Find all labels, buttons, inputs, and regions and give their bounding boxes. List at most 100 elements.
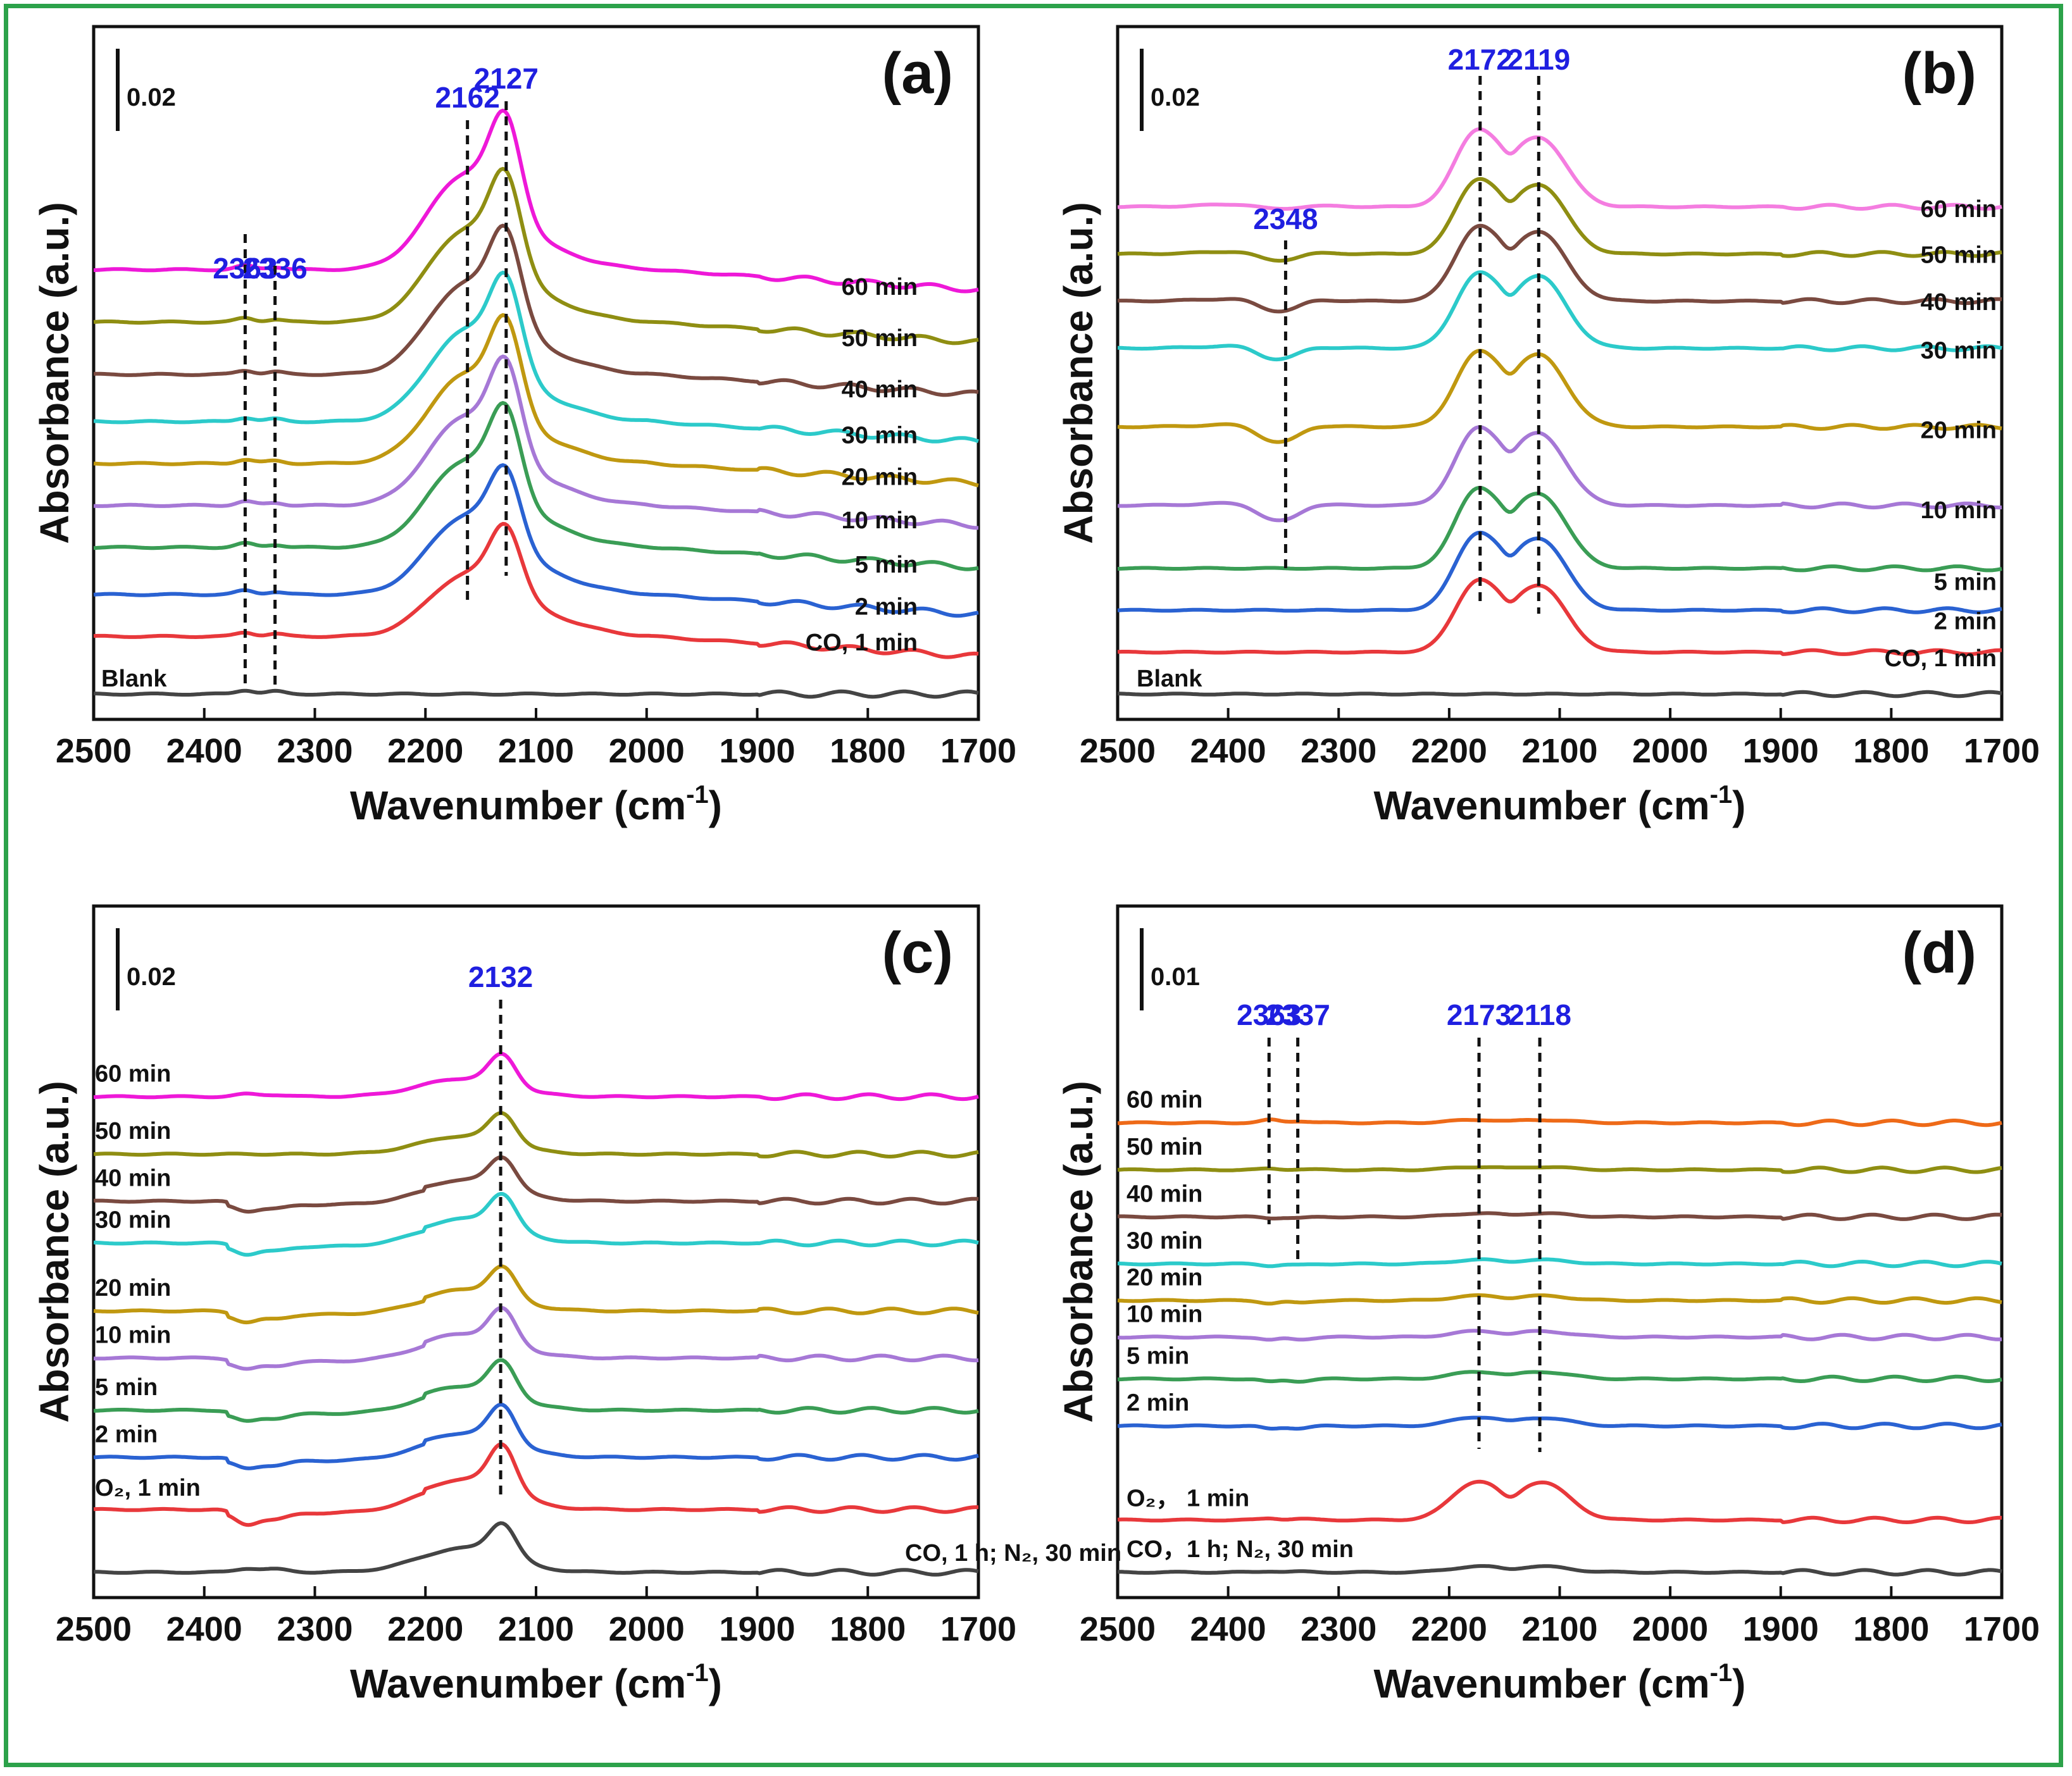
trace-label-4: 10 min — [95, 1322, 171, 1348]
series-line-0 — [93, 688, 979, 699]
panel-label: (c) — [882, 921, 953, 985]
x-tick-label: 2500 — [56, 1610, 132, 1648]
series-line-5 — [93, 313, 979, 488]
series-line-8 — [1117, 177, 2002, 263]
trace-label-5: 20 min — [842, 464, 918, 491]
x-tick-label: 2500 — [56, 732, 132, 770]
trace-label-8: 50 min — [842, 325, 918, 352]
chart-panel-2: 2500 2400 2300 2200 2100 2000 1900 1800 1700 Wave… — [32, 904, 1121, 1706]
series-line-0 — [1117, 690, 2002, 699]
series-line-6 — [1117, 1257, 2002, 1269]
series-line-8 — [1117, 1165, 2002, 1174]
trace-label-1: CO, 1 min — [1885, 645, 1997, 672]
trace-label-9: 60 min — [1126, 1087, 1202, 1114]
scale-bar-label: 0.02 — [127, 963, 176, 991]
x-tick-label: 2200 — [1411, 732, 1487, 770]
series-line-9 — [1117, 1117, 2002, 1127]
scale-bar-label: 0.01 — [1151, 963, 1200, 991]
peak-label-1: 2336 — [242, 252, 307, 285]
series-line-5 — [1117, 349, 2002, 444]
x-tick-label: 1700 — [940, 1610, 1016, 1648]
x-tick-label: 2400 — [166, 732, 242, 770]
trace-label-6: 30 min — [842, 422, 918, 449]
y-axis-title: Absorbance (a.u.) — [1056, 202, 1101, 544]
peak-label-1: 2172 — [1448, 43, 1513, 76]
trace-label-8: 50 min — [1921, 242, 1997, 268]
trace-label-2: 2 min — [95, 1421, 158, 1448]
trace-label-0: CO, 1 h; N₂, 30 min — [905, 1540, 1121, 1567]
trace-label-7: 40 min — [842, 376, 918, 403]
x-tick-label: 1800 — [1853, 732, 1929, 770]
series-line-9 — [93, 1052, 979, 1102]
y-axis-title: Absorbance (a.u.) — [32, 1081, 77, 1423]
x-tick-label: 1700 — [1964, 1610, 2040, 1648]
trace-label-9: 60 min — [1921, 196, 1997, 223]
trace-label-4: 10 min — [1921, 497, 1997, 524]
chart-panel-1: 2500 2400 2300 2200 2100 2000 1900 1800 1700 Wave… — [1056, 25, 2040, 828]
series-line-9 — [93, 108, 979, 294]
peak-label-3: 2118 — [1508, 998, 1571, 1031]
series-line-8 — [93, 166, 979, 345]
x-tick-label: 2000 — [609, 1610, 685, 1648]
series-line-6 — [93, 1191, 979, 1257]
peak-label-1: 2337 — [1265, 998, 1330, 1031]
peak-label-2: 2119 — [1507, 43, 1570, 76]
series-line-6 — [1117, 270, 2002, 362]
trace-label-1: O₂， 1 min — [1126, 1485, 1249, 1512]
x-tick-label: 1900 — [1743, 732, 1819, 770]
peak-label-0: 2348 — [1253, 202, 1318, 235]
x-tick-label: 1800 — [830, 732, 906, 770]
x-tick-label: 2100 — [1521, 732, 1597, 770]
series-line-3 — [1117, 485, 2002, 573]
series-line-3 — [1117, 1370, 2002, 1384]
trace-label-5: 20 min — [1126, 1264, 1202, 1291]
trace-label-4: 10 min — [1126, 1301, 1202, 1327]
series-line-1 — [93, 521, 979, 659]
x-tick-label: 2400 — [1190, 732, 1266, 770]
x-tick-label: 1700 — [940, 732, 1016, 770]
x-tick-label: 1800 — [830, 1610, 906, 1648]
trace-label-3: 5 min — [1126, 1343, 1189, 1369]
trace-label-7: 40 min — [1921, 289, 1997, 316]
trace-label-2: 2 min — [1934, 609, 1997, 635]
trace-label-0: Blank — [1137, 666, 1202, 692]
trace-label-5: 20 min — [95, 1275, 171, 1301]
series-line-2 — [1117, 530, 2002, 614]
series-line-7 — [1117, 1211, 2002, 1221]
x-tick-label: 1900 — [1743, 1610, 1819, 1648]
x-tick-label: 2300 — [1301, 1610, 1376, 1648]
x-tick-label: 2200 — [387, 732, 463, 770]
x-tick-label: 2400 — [1190, 1610, 1266, 1648]
series-line-0 — [93, 1521, 979, 1577]
series-line-1 — [1117, 578, 2002, 656]
trace-label-0: CO，1 h; N₂, 30 min — [1126, 1536, 1354, 1563]
trace-label-2: 2 min — [1126, 1390, 1189, 1417]
series-line-7 — [1117, 223, 2002, 314]
scale-bar-label: 0.02 — [1151, 84, 1200, 111]
series-line-8 — [93, 1111, 979, 1158]
trace-label-9: 60 min — [842, 274, 918, 301]
trace-label-7: 40 min — [95, 1165, 171, 1192]
trace-label-1: O₂, 1 min — [95, 1475, 201, 1501]
series-line-5 — [1117, 1293, 2002, 1306]
trace-label-6: 30 min — [1126, 1228, 1202, 1255]
x-tick-label: 2000 — [1632, 732, 1708, 770]
trace-label-3: 5 min — [95, 1374, 158, 1401]
series-line-3 — [93, 401, 979, 571]
x-axis-title: Wavenumber (cm-1) — [1374, 1659, 1746, 1706]
series-line-2 — [93, 1402, 979, 1470]
series-line-1 — [1117, 1479, 2002, 1524]
x-tick-label: 2000 — [609, 732, 685, 770]
trace-label-8: 50 min — [95, 1118, 171, 1145]
peak-label-2: 2173 — [1447, 998, 1511, 1031]
panel-label: (a) — [882, 41, 953, 106]
x-axis-title: Wavenumber (cm-1) — [1374, 781, 1746, 828]
series-line-4 — [93, 354, 979, 530]
x-tick-label: 2200 — [387, 1610, 463, 1648]
peak-label-2: 2162 — [435, 81, 499, 114]
trace-label-5: 20 min — [1921, 418, 1997, 444]
x-tick-label: 2100 — [498, 1610, 574, 1648]
x-tick-label: 1800 — [1853, 1610, 1929, 1648]
panel-label: (b) — [1902, 41, 1976, 106]
trace-label-2: 2 min — [855, 594, 918, 621]
